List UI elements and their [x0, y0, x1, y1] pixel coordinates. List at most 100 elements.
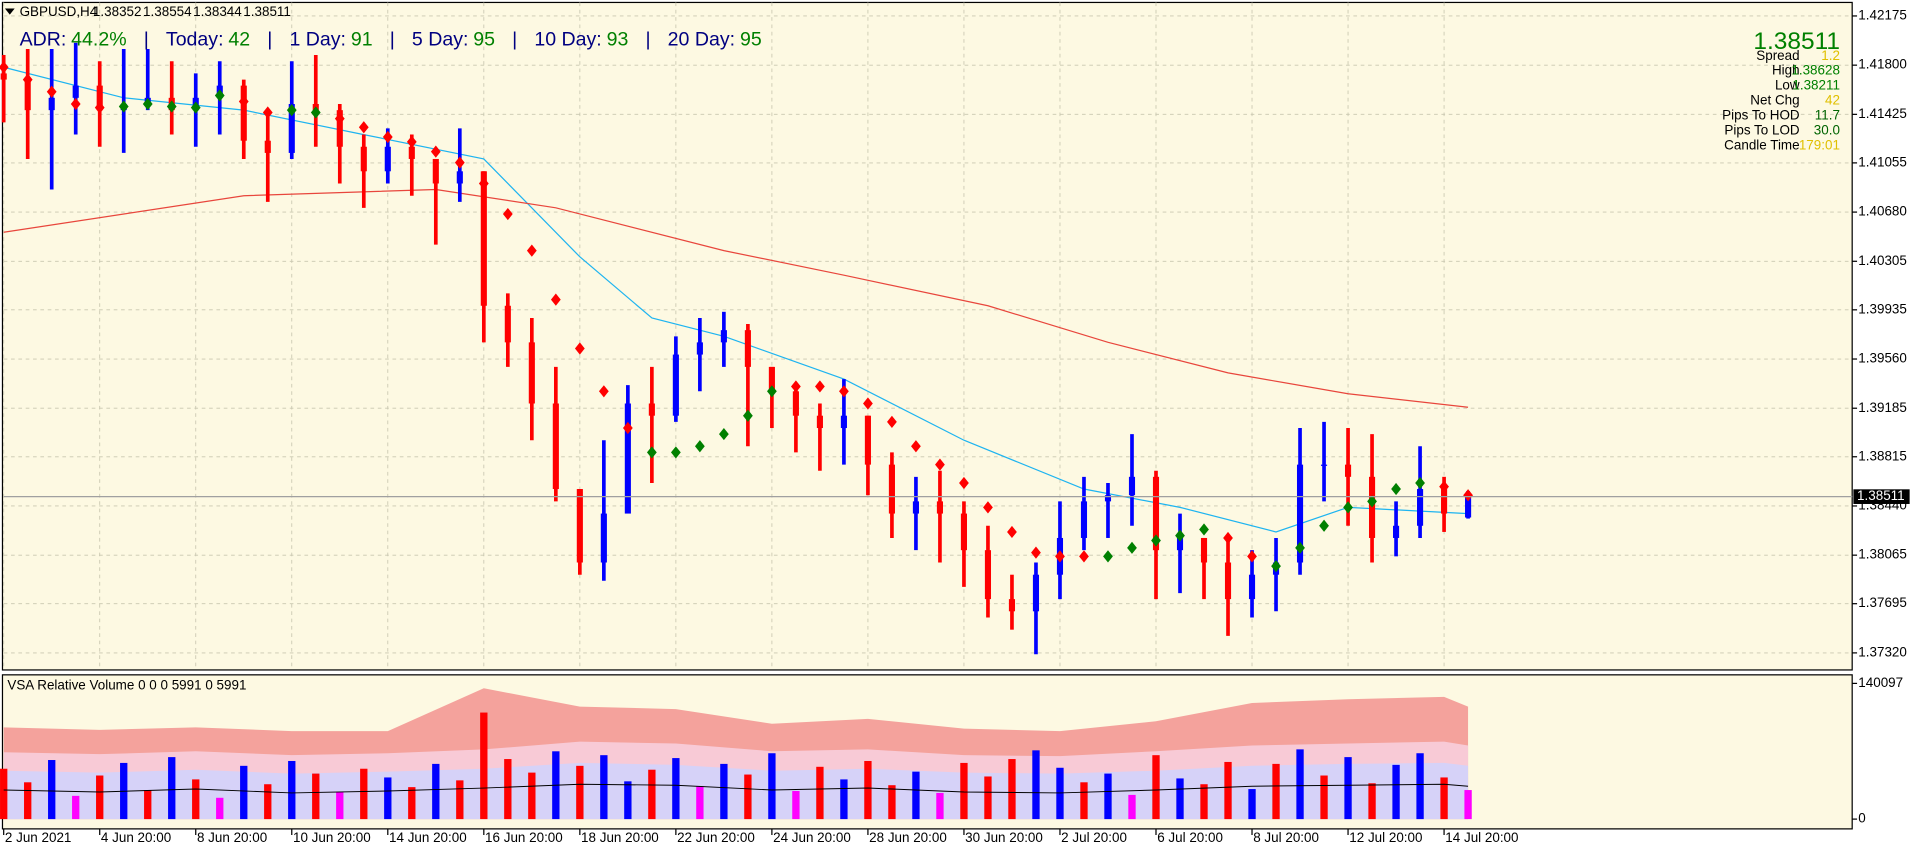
- candle-body: [840, 415, 847, 429]
- signal-diamond: [670, 446, 681, 459]
- y-tick-label: 1.39935: [1858, 301, 1907, 316]
- volume-bar: [1008, 759, 1016, 820]
- x-tick-label: 2 Jun 2021: [5, 830, 72, 845]
- signal-diamond: [983, 501, 993, 514]
- volume-bar: [792, 791, 800, 820]
- header-open: 1.38352: [93, 4, 142, 19]
- signal-diamond: [310, 106, 321, 119]
- signal-diamond: [214, 89, 225, 102]
- last-price-label: 1.38511: [1857, 488, 1905, 503]
- y-tick-label: 1.38815: [1858, 448, 1907, 463]
- y-tick-label: 1.40680: [1858, 204, 1907, 219]
- candle-body: [936, 501, 943, 514]
- info-value: 11.7: [1815, 107, 1840, 122]
- volume-bar: [240, 765, 248, 820]
- candle-body: [648, 403, 655, 416]
- volume-bar: [336, 791, 344, 820]
- y-tick-label: 1.42175: [1858, 8, 1907, 23]
- candle-body: [1320, 464, 1328, 466]
- volume-bar: [1080, 782, 1088, 820]
- volume-bar: [1224, 761, 1232, 820]
- adr-label: 1 Day:: [289, 29, 345, 51]
- y-tick-label: 0: [1858, 811, 1865, 826]
- candle-body: [1393, 525, 1400, 538]
- info-label: Low: [1775, 78, 1800, 93]
- volume-bar: [480, 712, 488, 820]
- signal-diamond: [262, 106, 273, 119]
- volume-bar: [384, 777, 392, 820]
- candle-body: [672, 354, 679, 416]
- adr-label: 5 Day:: [412, 29, 469, 51]
- volume-bar: [1296, 749, 1304, 820]
- volume-bar: [288, 760, 296, 820]
- volume-bar: [360, 768, 368, 820]
- candle-body: [24, 79, 31, 111]
- x-tick-label: 12 Jul 20:00: [1349, 830, 1422, 845]
- signal-diamond: [598, 385, 609, 398]
- candle-body: [576, 489, 583, 563]
- adr-label: 20 Day:: [668, 29, 735, 51]
- x-tick-label: 14 Jul 20:00: [1445, 830, 1518, 845]
- candle-body: [1224, 562, 1232, 600]
- volume-bar: [1464, 790, 1472, 820]
- signal-diamond: [1343, 501, 1353, 514]
- signal-diamond: [791, 380, 801, 393]
- candle-body: [816, 415, 823, 429]
- volume-bar: [408, 787, 416, 820]
- signal-diamond: [1463, 489, 1473, 502]
- candle-body: [504, 305, 511, 343]
- candle-body: [960, 513, 968, 551]
- signal-diamond: [718, 427, 729, 441]
- info-label: High: [1772, 63, 1800, 78]
- candle-body: [0, 73, 7, 80]
- info-label: Pips To LOD: [1724, 122, 1799, 137]
- x-tick-label: 22 Jun 20:00: [677, 830, 755, 845]
- adr-separator: |: [390, 29, 395, 51]
- candle-body: [864, 415, 871, 465]
- volume-bar: [624, 781, 632, 820]
- volume-bar: [1128, 794, 1136, 820]
- candle-body: [408, 146, 415, 159]
- x-tick-label: 10 Jun 20:00: [293, 830, 371, 845]
- candle-body: [768, 366, 775, 392]
- volume-band: [3, 762, 1469, 820]
- x-tick-label: 2 Jul 20:00: [1061, 830, 1127, 845]
- adr-value: 95: [473, 29, 495, 51]
- signal-diamond: [22, 73, 33, 86]
- y-tick-label: 1.39185: [1858, 400, 1907, 415]
- candle-body: [600, 513, 607, 563]
- volume-bar: [744, 774, 752, 820]
- info-label: Spread: [1756, 48, 1799, 63]
- x-tick-label: 4 Jun 20:00: [101, 830, 171, 845]
- volume-bar: [48, 760, 56, 820]
- adr-separator: |: [267, 29, 272, 51]
- volume-bar: [1248, 789, 1256, 820]
- volume-bar: [0, 768, 8, 820]
- volume-bar: [768, 753, 776, 820]
- info-label: Net Chg: [1750, 93, 1799, 108]
- candle-body: [984, 550, 992, 600]
- last-price-box: [1853, 489, 1910, 504]
- volume-bar: [144, 790, 152, 820]
- adr-separator: |: [512, 29, 517, 51]
- volume-bar: [696, 786, 704, 820]
- signal-diamond: [502, 207, 513, 221]
- candle-body: [384, 146, 391, 172]
- volume-bar: [1368, 783, 1376, 820]
- candle-body: [912, 501, 919, 514]
- y-tick-label: 140097: [1858, 675, 1903, 690]
- candle-body: [1417, 489, 1424, 526]
- volume-bar: [984, 776, 992, 820]
- adr-label: ADR:: [20, 29, 67, 51]
- y-tick-label: 1.41800: [1858, 57, 1907, 72]
- volume-bar: [528, 772, 536, 820]
- candle-body: [264, 140, 271, 153]
- candle-body: [1441, 489, 1448, 514]
- volume-bar: [456, 780, 464, 820]
- signal-diamond: [1367, 495, 1377, 508]
- signal-diamond: [1007, 525, 1017, 539]
- volume-bar: [1272, 763, 1280, 820]
- header-close: 1.38511: [243, 4, 291, 19]
- volume-bar: [576, 765, 584, 820]
- candle-body: [1344, 464, 1352, 477]
